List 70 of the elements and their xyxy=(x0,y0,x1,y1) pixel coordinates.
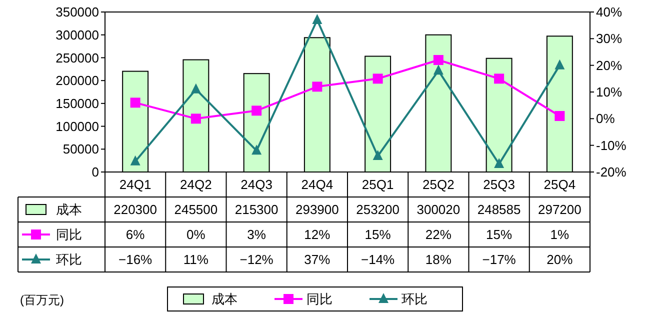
x-tick-label: 25Q3 xyxy=(483,177,515,192)
point xyxy=(130,155,140,166)
y2-tick-label: -10% xyxy=(596,138,627,153)
data-label: 253200 xyxy=(356,202,400,218)
data-label: 6% xyxy=(126,227,146,242)
x-tick-label: 24Q4 xyxy=(301,177,334,192)
data-label: 215300 xyxy=(234,202,278,218)
y2-tick-label: 40% xyxy=(596,4,622,20)
point xyxy=(312,14,322,24)
y-tick-label: 150000 xyxy=(56,96,99,111)
y2-tick-label: 20% xyxy=(596,58,622,73)
data-label: 11% xyxy=(183,252,209,268)
data-label: 300020 xyxy=(416,202,460,218)
data-label: 22% xyxy=(425,227,452,242)
y2-tick-label: 30% xyxy=(596,31,622,46)
point xyxy=(190,83,201,94)
legend-label: 环比 xyxy=(56,252,82,268)
data-label: 20% xyxy=(546,252,574,268)
data-label: −14% xyxy=(361,252,396,268)
point xyxy=(252,106,262,116)
point xyxy=(554,59,565,70)
y-tick-label: 0 xyxy=(92,164,99,180)
data-label: −17% xyxy=(482,252,516,268)
x-tick-label: 24Q3 xyxy=(240,177,272,192)
data-label: 37% xyxy=(304,252,331,268)
y-tick-label: 300000 xyxy=(56,27,99,42)
data-label: −16% xyxy=(118,252,153,268)
text: 成本 xyxy=(212,292,238,307)
y-tick-label: 200000 xyxy=(56,73,99,88)
text: (百万元) xyxy=(20,293,64,308)
point xyxy=(130,98,140,108)
data-label: 15% xyxy=(486,227,513,242)
text: 同比 xyxy=(306,292,332,307)
x-tick-label: 25Q4 xyxy=(544,177,576,192)
y2-tick-label: 0% xyxy=(596,111,616,126)
point xyxy=(433,55,444,65)
data-label: 248585 xyxy=(477,202,521,218)
data-label: 12% xyxy=(304,227,331,242)
data-label: 245500 xyxy=(174,202,218,218)
point xyxy=(312,82,322,92)
data-label: −12% xyxy=(240,252,274,268)
text: 环比 xyxy=(402,292,428,307)
data-label: 0% xyxy=(186,227,206,242)
x-tick-label: 24Q2 xyxy=(180,177,212,192)
data-label: 15% xyxy=(364,227,392,242)
y2-tick-label: 10% xyxy=(596,84,622,100)
legend-label: 同比 xyxy=(56,227,82,242)
point xyxy=(494,158,504,168)
point xyxy=(372,74,383,84)
point xyxy=(494,74,504,84)
point xyxy=(433,64,444,75)
y-tick-label: 100000 xyxy=(56,118,99,134)
data-label: 1% xyxy=(550,227,570,242)
point xyxy=(554,111,565,121)
data-label: 293900 xyxy=(295,202,339,218)
y2-tick-label: -20% xyxy=(596,164,627,180)
point xyxy=(190,114,201,124)
data-label: 3% xyxy=(247,227,266,242)
y-tick-label: 50000 xyxy=(62,142,99,157)
x-tick-label: 25Q1 xyxy=(362,177,394,192)
legend-label: 成本 xyxy=(56,202,82,218)
y-tick-label: 350000 xyxy=(56,4,99,20)
data-label: 18% xyxy=(425,252,452,268)
data-label: 220300 xyxy=(114,202,158,218)
x-tick-label: 25Q2 xyxy=(422,177,454,192)
point xyxy=(252,144,262,155)
y-tick-label: 250000 xyxy=(56,50,99,66)
point xyxy=(372,150,383,160)
x-tick-label: 24Q1 xyxy=(119,177,152,192)
data-label: 297200 xyxy=(538,202,582,218)
